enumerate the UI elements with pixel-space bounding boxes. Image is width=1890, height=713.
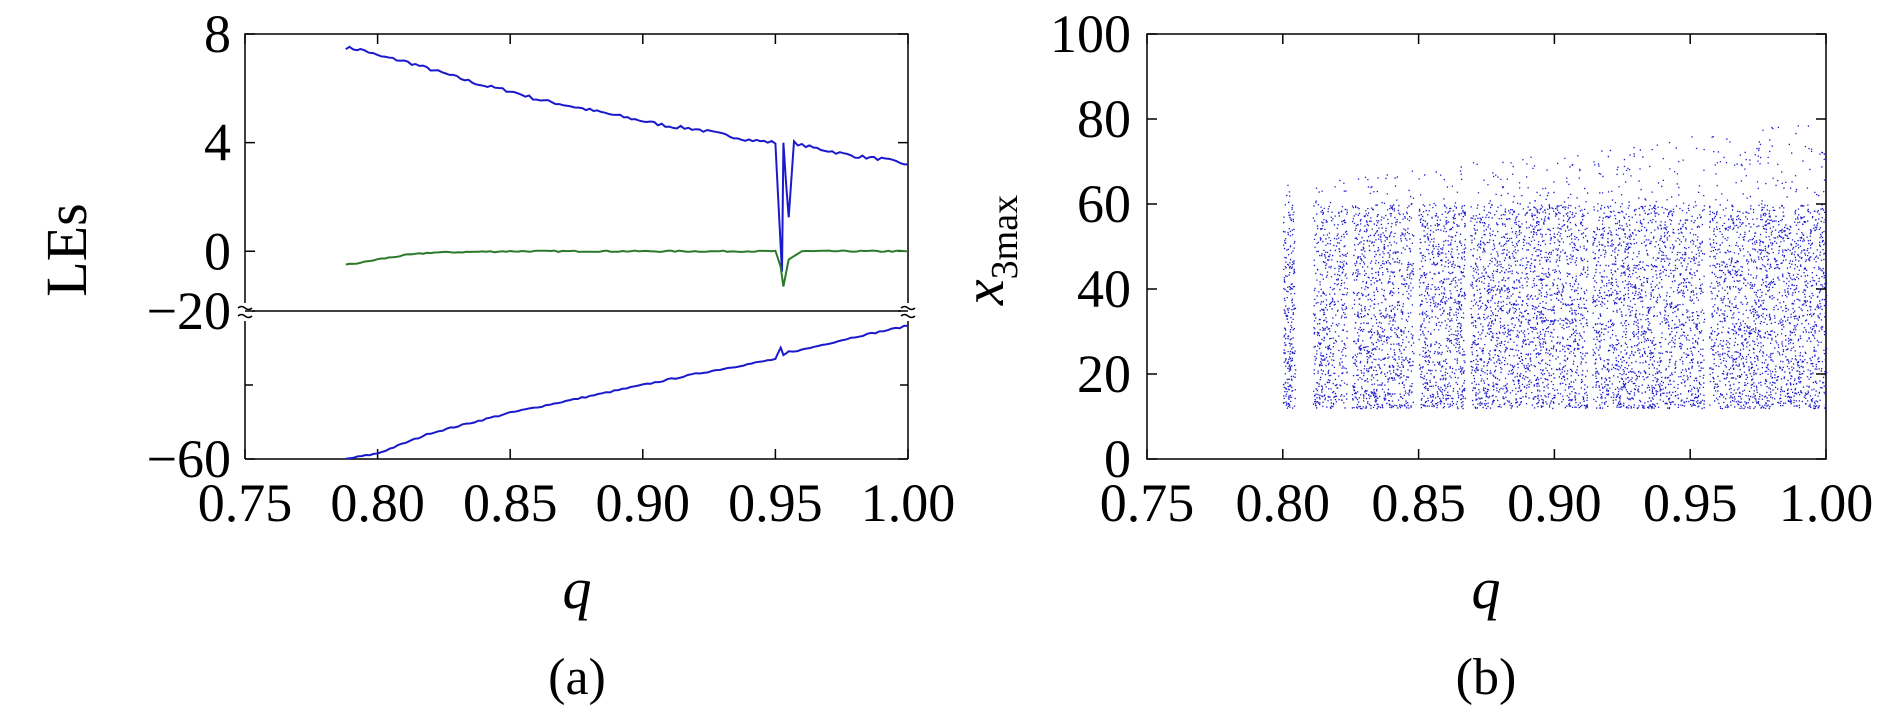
panel-a-x-tick-label: 0.90 (596, 473, 691, 533)
panel-b-y-axis-label: x3max (951, 195, 1026, 306)
panel-a-y-axis-label: LEs (34, 203, 99, 296)
panel-b-tick-labels: 0.75 0.80 0.85 0.90 0.95 1.00 0 20 40 60 80 100 (1050, 4, 1873, 533)
panel-b-y-tick-label: 60 (1077, 174, 1131, 234)
panel-a-x-tick-label: 0.95 (728, 473, 823, 533)
panel-a-series (345, 45, 909, 460)
panel-b-y-tick-label: 40 (1077, 259, 1131, 319)
panel-b-x-axis-label: q (1472, 556, 1501, 621)
panel-b-x-tick-label: 0.90 (1507, 473, 1602, 533)
panel-a-x-tick-label: 0.80 (330, 473, 425, 533)
panel-b-scatter-cloud (1282, 125, 1828, 410)
panel-a-series-line-0 (345, 45, 908, 272)
panel-b-ticks (1146, 33, 1827, 460)
panel-b-y-tick-label: 20 (1077, 344, 1131, 404)
panel-b-x-tick-label: 0.85 (1371, 473, 1466, 533)
panel-b-y-tick-label: 100 (1050, 4, 1131, 64)
panel-b-scatter-points (1282, 125, 1828, 410)
axis-break-right (900, 303, 916, 321)
panel-b-x-tick-label: 0.95 (1643, 473, 1738, 533)
panel-b-x-tick-label: 0.75 (1100, 473, 1195, 533)
panel-b-y-axis-label-main: x (951, 279, 1016, 306)
panel-a-y-tick-label: −20 (147, 281, 231, 341)
panel-a-label: (a) (548, 649, 606, 706)
panel-b-x-tick-label: 1.00 (1779, 473, 1874, 533)
panel-a-ticks (244, 33, 909, 460)
panel-a-y-tick-label: −60 (147, 429, 231, 489)
panel-b-y-axis-label-subscript: 3max (984, 195, 1026, 279)
panel-a-x-tick-label: 0.85 (463, 473, 558, 533)
panel-a-x-axis-label: q (563, 556, 592, 621)
panel-b-label: (b) (1456, 649, 1517, 706)
panel-a-series-line-2 (345, 324, 909, 460)
panel-a-y-tick-label: 0 (204, 221, 231, 281)
panel-b-y-tick-label: 80 (1077, 89, 1131, 149)
panel-b-x-tick-label: 0.80 (1236, 473, 1331, 533)
panel-a-y-tick-label: 8 (204, 4, 231, 64)
panel-a-tick-labels: 0.75 0.80 0.85 0.90 0.95 1.00 8 4 0−20 −60 (147, 4, 956, 533)
panel-b-frame (1146, 33, 1827, 460)
panel-b-bifurcation-diagram: 0.75 0.80 0.85 0.90 0.95 1.00 0 20 40 60 80 100 x3m… (951, 4, 1873, 706)
panel-a-x-tick-label: 0.75 (198, 473, 293, 533)
panel-a-series-line-1 (345, 249, 909, 287)
panel-b-y-tick-label: 0 (1104, 429, 1131, 489)
axis-break-left (237, 303, 253, 321)
panel-a-frame-upper (244, 33, 909, 312)
panel-a-y-tick-label: 4 (204, 113, 231, 173)
panel-a-x-tick-label: 1.00 (861, 473, 956, 533)
